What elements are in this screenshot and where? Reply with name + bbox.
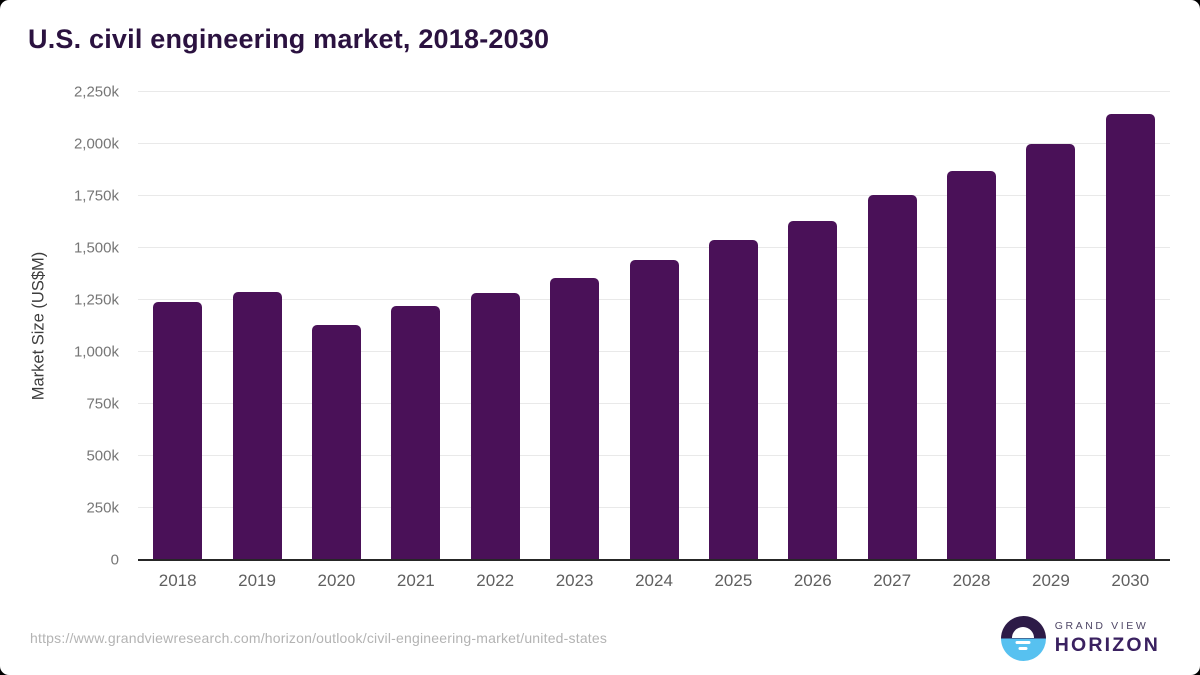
gridline xyxy=(138,143,1170,144)
bar-2026 xyxy=(788,220,838,560)
x-tick-label: 2024 xyxy=(635,571,673,590)
logo-product-name: HORIZON xyxy=(1054,633,1160,656)
y-tick-label: 750k xyxy=(86,395,119,413)
y-tick-label: 0 xyxy=(110,551,119,569)
bar-2021 xyxy=(391,306,441,560)
y-tick-label: 1,250k xyxy=(73,291,119,309)
logo-text: GRAND VIEW HORIZON xyxy=(1055,620,1160,657)
bar-2023 xyxy=(550,278,600,560)
y-tick-label: 250k xyxy=(86,499,119,517)
grand-view-horizon-logo: GRAND VIEW HORIZON xyxy=(1000,615,1160,661)
chart-title: U.S. civil engineering market, 2018-2030 xyxy=(28,24,550,54)
x-tick-label: 2029 xyxy=(1032,571,1070,590)
x-tick-label: 2025 xyxy=(714,571,753,590)
x-tick-label: 2028 xyxy=(952,571,991,590)
gridline xyxy=(138,195,1170,196)
bar-2019 xyxy=(232,291,282,560)
y-tick-label: 1,500k xyxy=(73,239,119,257)
bar-2025 xyxy=(708,239,758,560)
bar-2028 xyxy=(947,171,997,560)
x-tick-label: 2018 xyxy=(158,571,197,590)
horizon-sun-icon xyxy=(1000,615,1046,661)
y-tick-label: 2,250k xyxy=(73,83,119,101)
gridline xyxy=(138,91,1170,92)
x-tick-label: 2021 xyxy=(396,571,435,590)
x-axis-line xyxy=(138,559,1170,561)
y-tick-label: 2,000k xyxy=(73,135,119,153)
sun-reflection-line xyxy=(1018,647,1028,650)
bar-2018 xyxy=(153,302,203,560)
x-tick-label: 2023 xyxy=(555,571,594,590)
source-url: https://www.grandviewresearch.com/horizo… xyxy=(30,630,608,646)
x-tick-label: 2027 xyxy=(873,571,912,590)
y-axis-title: Market Size (US$M) xyxy=(29,251,48,401)
bar-2030 xyxy=(1105,113,1155,560)
footer: https://www.grandviewresearch.com/horizo… xyxy=(30,614,1160,662)
bar-2029 xyxy=(1026,144,1076,560)
bar-2022 xyxy=(470,292,520,560)
logo-brand-name: GRAND VIEW xyxy=(1054,619,1149,632)
y-tick-label: 1,000k xyxy=(73,343,119,361)
bar-2027 xyxy=(867,194,917,560)
x-tick-label: 2019 xyxy=(238,571,276,590)
x-tick-label: 2020 xyxy=(317,571,356,590)
x-tick-label: 2026 xyxy=(793,571,832,590)
y-tick-label: 500k xyxy=(86,447,119,465)
x-tick-label: 2022 xyxy=(476,571,515,590)
sun-shape xyxy=(1012,627,1035,638)
sun-reflection-line xyxy=(1015,641,1031,644)
y-tick-label: 1,750k xyxy=(73,187,119,205)
plot-area: Market Size (US$M) 0 250k 500k 750k 1,000k 1,… xyxy=(30,85,1170,590)
bar-2020 xyxy=(311,324,361,560)
gridline xyxy=(138,247,1170,249)
x-tick-label: 2030 xyxy=(1111,571,1150,590)
bar-2024 xyxy=(629,260,679,560)
